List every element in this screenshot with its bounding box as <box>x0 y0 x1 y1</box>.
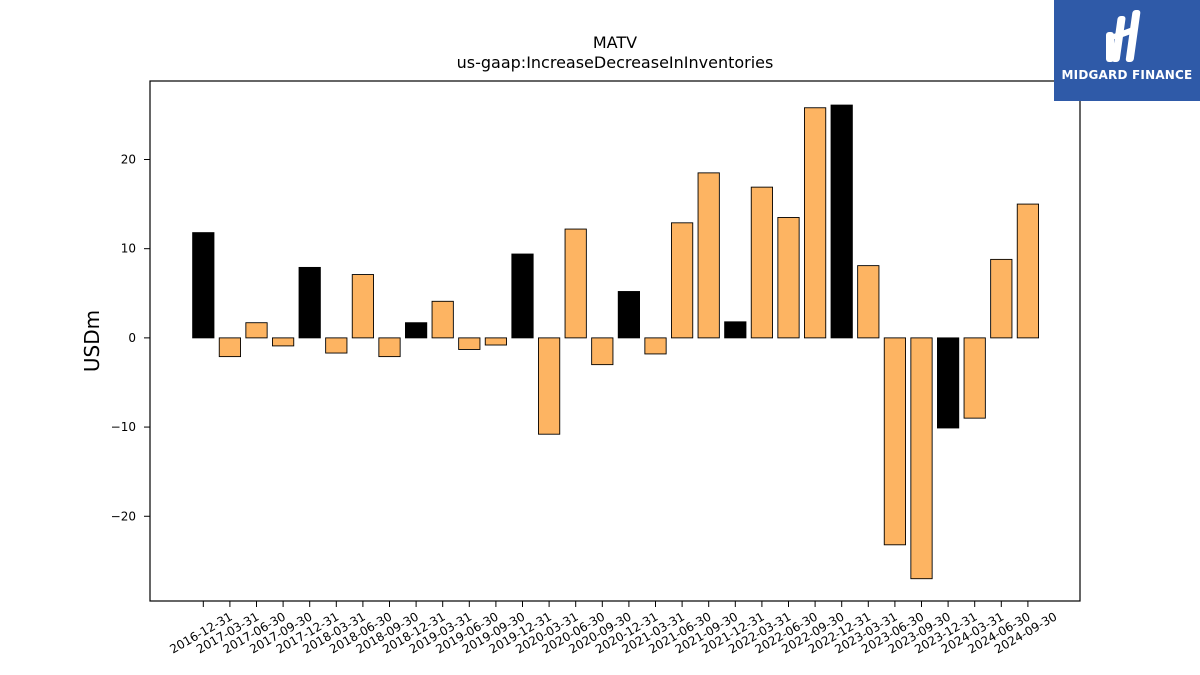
bar-2022-12-31 <box>830 104 853 339</box>
bar-2022-09-30 <box>804 107 827 339</box>
bars-group <box>192 104 1039 580</box>
bar-2017-12-31 <box>298 266 321 339</box>
bar-2022-03-31 <box>750 186 773 339</box>
bar-2020-12-31 <box>617 291 640 339</box>
chart-subtitle: us-gaap:IncreaseDecreaseInInventories <box>457 53 774 72</box>
bar-2018-12-31 <box>405 322 428 339</box>
brand-name: MIDGARD FINANCE <box>1061 68 1193 82</box>
bar-2023-12-31 <box>937 337 960 429</box>
bar-2018-03-31 <box>325 337 348 354</box>
y-tick-label: 0 <box>128 331 136 345</box>
bar-2020-09-30 <box>591 337 614 366</box>
bar-2024-03-31 <box>963 337 986 419</box>
plot-frame <box>149 80 1081 602</box>
bar-2018-06-30 <box>351 274 374 339</box>
y-tick-label: 10 <box>121 242 136 256</box>
y-tick-label: −20 <box>111 509 136 523</box>
y-axis-label: USDm <box>80 310 104 372</box>
bar-2023-03-31 <box>857 265 880 339</box>
bar-2019-09-30 <box>484 337 507 346</box>
bar-2020-03-31 <box>538 337 561 435</box>
bar-2021-06-30 <box>671 222 694 339</box>
bar-2023-06-30 <box>883 337 906 546</box>
logo-mark-icon <box>1106 10 1141 62</box>
y-tick-label: 20 <box>121 152 136 166</box>
x-ticks-group: 2016-12-312017-03-312017-06-302017-09-30… <box>167 601 1059 656</box>
bar-2024-09-30 <box>1016 203 1039 339</box>
bar-2019-06-30 <box>458 337 481 350</box>
bar-2021-03-31 <box>644 337 667 355</box>
bar-2019-03-31 <box>431 300 454 339</box>
bar-2021-12-31 <box>724 321 747 339</box>
chart-title: MATV <box>593 33 637 52</box>
bar-2022-06-30 <box>777 217 800 339</box>
brand-logo: MIDGARD FINANCE <box>1054 0 1200 101</box>
bar-2021-09-30 <box>697 172 720 339</box>
bar-2020-06-30 <box>564 228 587 339</box>
bar-2017-03-31 <box>218 337 241 358</box>
y-tick-label: −10 <box>111 420 136 434</box>
y-ticks-group: −20 −10 0 10 20 <box>111 152 150 523</box>
bar-2018-09-30 <box>378 337 401 358</box>
bar-2017-06-30 <box>245 322 268 339</box>
bar-2016-12-31 <box>192 232 215 339</box>
bar-2017-09-30 <box>272 337 295 347</box>
bar-2019-12-31 <box>511 253 534 339</box>
bar-2023-09-30 <box>910 337 933 580</box>
bar-2024-06-30 <box>990 258 1013 339</box>
